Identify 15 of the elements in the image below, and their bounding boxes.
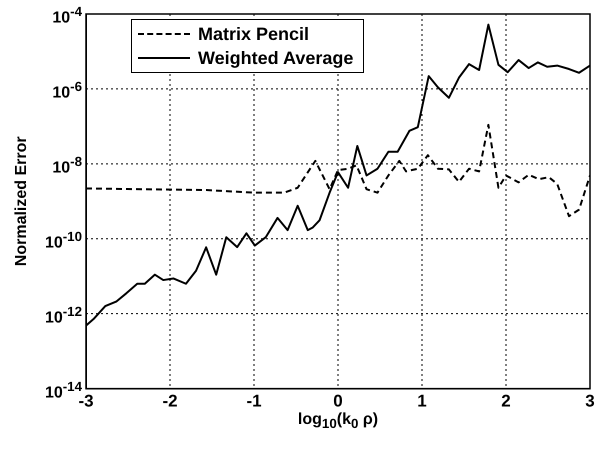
y-tick-label: 10$^{-12}$: [44, 302, 82, 328]
x-tick-label: -1: [246, 391, 262, 410]
y-axis-title: Normalized Error: [13, 136, 30, 266]
x-axis-title: log$_{10}$(k$_{0}$ ρ): [296, 411, 380, 432]
y-tick-label: 10$^{-6}$: [52, 78, 82, 104]
x-tick-label: 2: [501, 391, 511, 410]
x-tick-label: 1: [417, 391, 427, 410]
x-tick-label: -2: [162, 391, 178, 410]
legend-label: Matrix Pencil: [198, 23, 310, 46]
x-tick-label: 3: [585, 391, 595, 410]
legend-label: Weighted Average: [198, 47, 354, 70]
y-tick-label: 10$^{-8}$: [52, 152, 82, 178]
x-tick-label: 0: [333, 391, 343, 410]
y-tick-label: 10$^{-10}$: [44, 228, 82, 254]
y-tick-label: 10$^{-4}$: [52, 3, 82, 28]
